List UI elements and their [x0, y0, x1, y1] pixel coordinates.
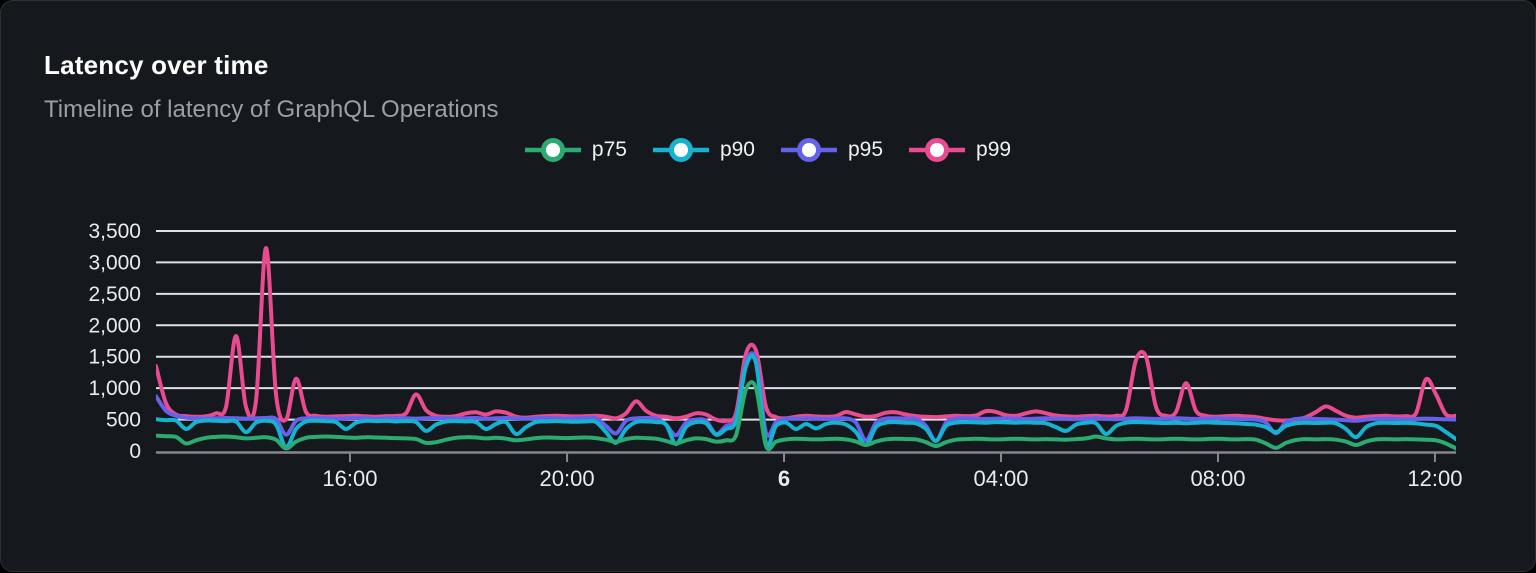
legend-marker-p99-icon — [909, 138, 966, 162]
series-line-p90[interactable] — [156, 353, 1456, 450]
legend-label: p99 — [976, 138, 1012, 161]
legend-marker-p90-icon — [652, 138, 709, 162]
chart-subtitle: Timeline of latency of GraphQL Operation… — [44, 96, 499, 123]
x-tick-label: 08:00 — [1190, 466, 1245, 491]
series-line-p99[interactable] — [156, 245, 1456, 424]
y-tick-label: 0 — [129, 440, 141, 463]
y-tick-label: 500 — [106, 409, 141, 432]
x-tick-label: 04:00 — [973, 466, 1028, 491]
legend-item-p90[interactable]: p90 — [652, 135, 755, 165]
y-tick-label: 1,500 — [88, 346, 141, 369]
y-tick-label: 2,500 — [88, 283, 141, 306]
series-line-p75[interactable] — [156, 380, 1456, 452]
legend-marker-p75-icon — [524, 138, 581, 162]
legend-label: p95 — [848, 138, 884, 161]
legend-item-p99[interactable]: p99 — [909, 135, 1011, 165]
legend-item-p95[interactable]: p95 — [781, 135, 883, 165]
x-tick-label: 16:00 — [322, 466, 377, 491]
legend: p75 p90 p95 p99 — [1, 135, 1535, 165]
legend-label: p90 — [719, 138, 755, 161]
x-tick-label: 12:00 — [1407, 466, 1462, 491]
y-tick-label: 3,500 — [88, 220, 141, 243]
y-tick-label: 1,000 — [88, 377, 141, 400]
y-tick-label: 2,000 — [88, 314, 141, 337]
chart-title: Latency over time — [44, 50, 269, 80]
legend-label: p75 — [591, 138, 627, 161]
legend-marker-p95-icon — [781, 138, 837, 162]
series-line-p95[interactable] — [156, 351, 1456, 443]
x-tick-label: 6 — [778, 466, 790, 491]
x-tick-label: 20:00 — [540, 466, 595, 491]
legend-item-p75[interactable]: p75 — [524, 135, 627, 165]
y-tick-label: 3,000 — [88, 251, 141, 274]
